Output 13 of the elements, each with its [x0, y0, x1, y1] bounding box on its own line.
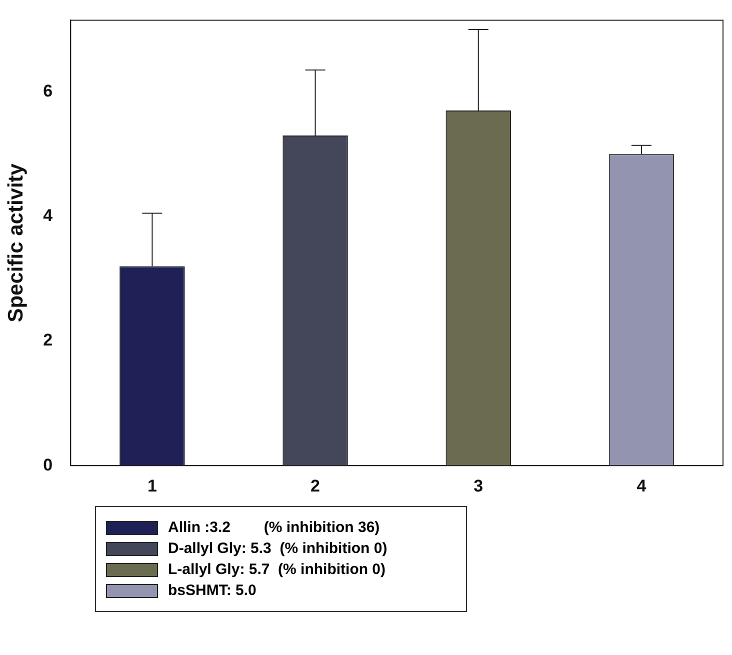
legend-label: bsSHMT: 5.0: [168, 582, 256, 599]
x-tick-label: 2: [310, 476, 320, 496]
x-tick-label: 3: [474, 476, 484, 496]
x-tick-label: 4: [636, 476, 647, 496]
legend-label: L-allyl Gly: 5.7 (% inhibition 0): [168, 561, 386, 578]
y-axis-title: Specific activity: [4, 163, 28, 322]
y-tick-label: 2: [43, 330, 53, 350]
legend-label: D-allyl Gly: 5.3 (% inhibition 0): [168, 540, 388, 557]
x-tick-label: 1: [147, 476, 157, 496]
y-tick-label: 0: [43, 455, 53, 474]
legend-label: Allin :3.2 (% inhibition 36): [168, 519, 380, 536]
y-tick-label: 4: [43, 206, 54, 226]
y-tick-label: 6: [43, 82, 53, 101]
